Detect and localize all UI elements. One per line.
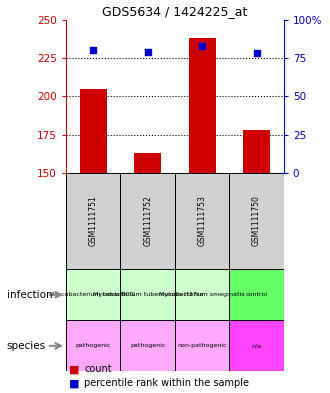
- Bar: [175, 173, 229, 269]
- Point: [199, 42, 205, 49]
- Bar: [120, 269, 175, 320]
- Text: percentile rank within the sample: percentile rank within the sample: [84, 378, 249, 388]
- Text: GSM1111751: GSM1111751: [89, 196, 98, 246]
- Bar: [229, 320, 284, 371]
- Title: GDS5634 / 1424225_at: GDS5634 / 1424225_at: [102, 6, 248, 18]
- Bar: [66, 320, 120, 371]
- Bar: [175, 320, 229, 371]
- Text: Mycobacterium tuberculosis H37ra: Mycobacterium tuberculosis H37ra: [92, 292, 203, 297]
- Text: GSM1111753: GSM1111753: [198, 196, 207, 246]
- Text: pathogenic: pathogenic: [76, 343, 111, 348]
- Text: Mycobacterium smegmatis: Mycobacterium smegmatis: [159, 292, 245, 297]
- Text: GSM1111752: GSM1111752: [143, 196, 152, 246]
- Bar: [229, 173, 284, 269]
- Bar: [229, 269, 284, 320]
- Text: control: control: [246, 292, 268, 297]
- Bar: [175, 269, 229, 320]
- Bar: [66, 269, 120, 320]
- Bar: [120, 173, 175, 269]
- Text: ■: ■: [69, 364, 80, 375]
- Bar: [66, 173, 120, 269]
- Bar: [188, 38, 216, 173]
- Bar: [243, 130, 270, 173]
- Text: species: species: [7, 341, 46, 351]
- Text: Mycobacterium bovis BCG: Mycobacterium bovis BCG: [52, 292, 135, 297]
- Text: pathogenic: pathogenic: [130, 343, 165, 348]
- Point: [145, 49, 150, 55]
- Text: ■: ■: [69, 378, 80, 388]
- Text: n/a: n/a: [251, 343, 262, 348]
- Text: infection: infection: [7, 290, 52, 300]
- Point: [90, 47, 96, 53]
- Text: GSM1111750: GSM1111750: [252, 196, 261, 246]
- Text: non-pathogenic: non-pathogenic: [177, 343, 227, 348]
- Text: count: count: [84, 364, 112, 375]
- Point: [254, 50, 259, 57]
- Bar: [120, 320, 175, 371]
- Bar: [80, 89, 107, 173]
- Bar: [134, 153, 161, 173]
